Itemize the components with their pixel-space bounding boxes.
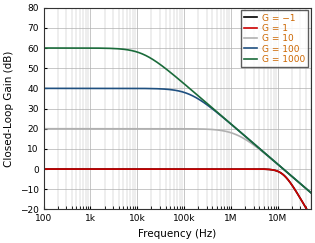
G = 1000 <box>304 187 307 190</box>
Line: G = 100: G = 100 <box>43 88 311 193</box>
G = 1 <box>248 168 251 171</box>
G = 10 <box>156 127 159 130</box>
G = 10 <box>88 127 92 130</box>
G = 1000 <box>88 47 92 50</box>
G = 1000 <box>156 61 159 64</box>
Legend: G = −1, G = 1, G = 10, G = 100, G = 1000: G = −1, G = 1, G = 10, G = 100, G = 1000 <box>240 10 308 67</box>
G = 100 <box>72 87 76 90</box>
G = 1000 <box>309 191 313 194</box>
Line: G = 1000: G = 1000 <box>43 48 311 193</box>
G = −1 <box>88 168 92 171</box>
G = 10 <box>42 127 45 130</box>
G = −1 <box>42 168 45 171</box>
G = 1000 <box>144 54 148 57</box>
G = 100 <box>156 87 159 90</box>
G = 100 <box>309 191 313 194</box>
G = 100 <box>88 87 92 90</box>
Line: G = 1: G = 1 <box>43 169 311 216</box>
G = −1 <box>144 168 148 171</box>
X-axis label: Frequency (Hz): Frequency (Hz) <box>138 229 216 239</box>
G = 10 <box>72 127 76 130</box>
G = 100 <box>275 162 279 165</box>
G = 1 <box>88 168 92 171</box>
G = 1 <box>309 215 313 218</box>
Line: G = 10: G = 10 <box>43 129 311 193</box>
G = −1 <box>248 168 251 171</box>
G = 1000 <box>72 47 76 50</box>
G = −1 <box>275 170 279 173</box>
G = −1 <box>72 168 76 171</box>
G = 10 <box>144 127 148 130</box>
G = 1000 <box>275 162 279 165</box>
G = 1 <box>275 170 279 173</box>
G = 1 <box>156 168 159 171</box>
G = −1 <box>309 215 313 218</box>
G = 1000 <box>42 47 45 50</box>
G = 100 <box>42 87 45 90</box>
Y-axis label: Closed-Loop Gain (dB): Closed-Loop Gain (dB) <box>4 50 14 167</box>
G = 1 <box>304 206 307 209</box>
G = 100 <box>304 187 307 190</box>
G = 1 <box>42 168 45 171</box>
G = 10 <box>309 191 313 194</box>
Line: G = −1: G = −1 <box>43 169 311 216</box>
G = −1 <box>304 206 307 209</box>
G = 1 <box>144 168 148 171</box>
G = 10 <box>304 187 307 190</box>
G = 100 <box>144 87 148 90</box>
G = 10 <box>275 162 279 165</box>
G = −1 <box>156 168 159 171</box>
G = 1 <box>72 168 76 171</box>
